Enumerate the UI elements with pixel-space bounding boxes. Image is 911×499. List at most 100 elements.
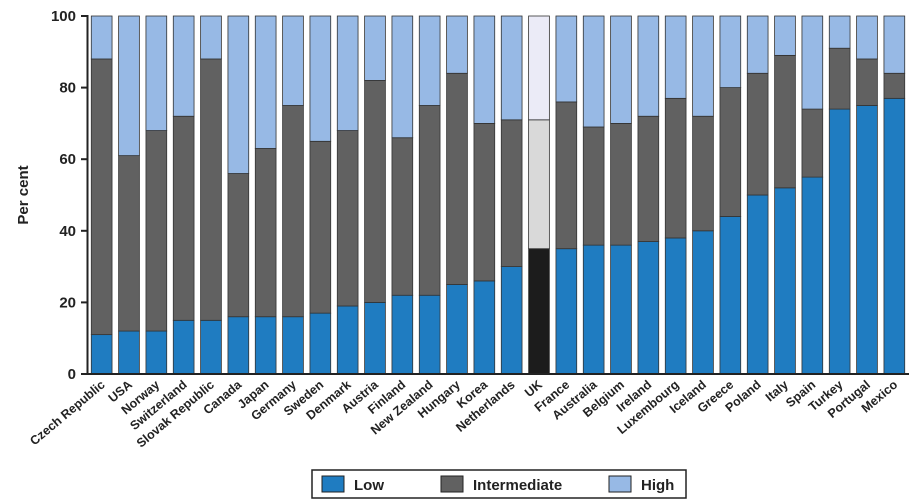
y-tick-label: 40 bbox=[59, 223, 76, 240]
bar-high-slovak-republic bbox=[200, 15, 222, 60]
bar-intermediate-norway bbox=[145, 130, 168, 332]
bar-low-canada bbox=[227, 316, 250, 375]
bar-low-poland bbox=[746, 194, 769, 375]
bar-intermediate-poland bbox=[746, 72, 769, 196]
bar-low-czech-republic bbox=[90, 334, 113, 375]
bar-high-luxembourg bbox=[664, 15, 687, 99]
bar-low-uk bbox=[528, 248, 550, 375]
bar-high-belgium bbox=[610, 15, 632, 124]
bar-low-new-zealand bbox=[418, 294, 441, 375]
bar-high-canada bbox=[227, 15, 250, 174]
bar-low-sweden bbox=[309, 312, 332, 375]
bar-high-netherlands bbox=[500, 15, 523, 121]
bar-low-japan bbox=[254, 316, 277, 375]
bar-intermediate-belgium bbox=[610, 123, 632, 246]
bar-high-new-zealand bbox=[418, 15, 441, 106]
bar-low-portugal bbox=[856, 105, 878, 375]
bar-high-france bbox=[555, 15, 578, 103]
bar-intermediate-greece bbox=[719, 87, 742, 217]
bar-intermediate-mexico bbox=[883, 72, 906, 99]
category-labels: Czech RepublicUSANorwaySwitzerlandSlovak… bbox=[27, 377, 900, 450]
bar-high-denmark bbox=[336, 15, 359, 131]
bar-high-italy bbox=[774, 15, 796, 56]
bar-intermediate-japan bbox=[254, 148, 277, 318]
bar-intermediate-germany bbox=[282, 105, 304, 318]
y-tick-label: 0 bbox=[68, 366, 76, 383]
y-tick-labels: 0 20 40 60 80 100 bbox=[51, 8, 76, 383]
bar-low-hungary bbox=[446, 284, 468, 375]
bar-low-iceland bbox=[692, 230, 714, 375]
bar-low-korea bbox=[473, 280, 496, 375]
bar-high-hungary bbox=[446, 15, 468, 74]
bar-low-usa bbox=[118, 330, 140, 375]
bar-low-greece bbox=[719, 216, 742, 375]
bar-intermediate-finland bbox=[391, 137, 414, 296]
legend-label-intermediate: Intermediate bbox=[473, 477, 562, 494]
bar-intermediate-italy bbox=[774, 54, 796, 189]
legend-swatch-low bbox=[321, 475, 345, 493]
bar-low-switzerland bbox=[172, 319, 195, 375]
bar-low-italy bbox=[774, 187, 796, 375]
bar-high-switzerland bbox=[172, 15, 195, 117]
bar-high-ireland bbox=[637, 15, 660, 117]
bar-low-mexico bbox=[883, 97, 906, 375]
bar-intermediate-slovak-republic bbox=[200, 58, 222, 321]
bar-intermediate-portugal bbox=[856, 58, 878, 106]
bar-low-slovak-republic bbox=[200, 319, 222, 375]
bar-high-australia bbox=[582, 15, 605, 128]
bar-low-ireland bbox=[637, 241, 660, 375]
bar-intermediate-iceland bbox=[692, 115, 714, 232]
legend: Low Intermediate High bbox=[311, 469, 687, 499]
bar-high-turkey bbox=[828, 15, 851, 49]
bar-low-denmark bbox=[336, 305, 359, 375]
bar-high-spain bbox=[801, 15, 824, 110]
bar-intermediate-sweden bbox=[309, 140, 332, 314]
bar-high-czech-republic bbox=[90, 15, 113, 60]
bar-intermediate-france bbox=[555, 101, 578, 250]
bar-intermediate-luxembourg bbox=[664, 97, 687, 239]
axes-group bbox=[81, 15, 909, 375]
y-tick-label: 100 bbox=[51, 8, 76, 25]
bar-high-sweden bbox=[309, 15, 332, 142]
bar-high-portugal bbox=[856, 15, 878, 60]
bar-low-australia bbox=[582, 244, 605, 375]
y-axis-title: Per cent bbox=[15, 165, 32, 224]
bar-intermediate-turkey bbox=[828, 47, 851, 110]
bar-high-japan bbox=[254, 15, 277, 149]
bar-intermediate-netherlands bbox=[500, 119, 523, 267]
y-tick-label: 20 bbox=[59, 294, 76, 311]
bar-high-germany bbox=[282, 15, 304, 106]
bar-intermediate-australia bbox=[582, 126, 605, 246]
bar-high-finland bbox=[391, 15, 414, 139]
bar-high-poland bbox=[746, 15, 769, 74]
legend-swatch-high bbox=[608, 475, 632, 493]
y-tick-label: 60 bbox=[59, 151, 76, 168]
bar-intermediate-ireland bbox=[637, 115, 660, 242]
bar-low-finland bbox=[391, 294, 414, 375]
y-tick-label: 80 bbox=[59, 80, 76, 97]
bar-high-austria bbox=[364, 15, 386, 81]
bar-low-austria bbox=[364, 301, 386, 375]
legend-swatch-intermediate bbox=[440, 475, 464, 493]
bar-high-korea bbox=[473, 15, 496, 124]
legend-label-high: High bbox=[641, 477, 674, 494]
bar-high-iceland bbox=[692, 15, 714, 117]
bar-low-spain bbox=[801, 176, 824, 375]
bar-low-luxembourg bbox=[664, 237, 687, 375]
bar-high-norway bbox=[145, 15, 168, 131]
bar-high-greece bbox=[719, 15, 742, 88]
bar-intermediate-denmark bbox=[336, 130, 359, 307]
bar-low-turkey bbox=[828, 108, 851, 375]
bar-intermediate-usa bbox=[118, 155, 140, 332]
bar-low-germany bbox=[282, 316, 304, 375]
x-tick-label: Czech Republic bbox=[27, 378, 107, 449]
bar-intermediate-austria bbox=[364, 80, 386, 303]
bar-intermediate-czech-republic bbox=[90, 58, 113, 336]
legend-label-low: Low bbox=[354, 477, 384, 494]
bar-high-usa bbox=[118, 15, 140, 157]
bar-intermediate-korea bbox=[473, 123, 496, 282]
bar-intermediate-new-zealand bbox=[418, 105, 441, 296]
bar-intermediate-hungary bbox=[446, 72, 468, 285]
bar-intermediate-switzerland bbox=[172, 115, 195, 321]
